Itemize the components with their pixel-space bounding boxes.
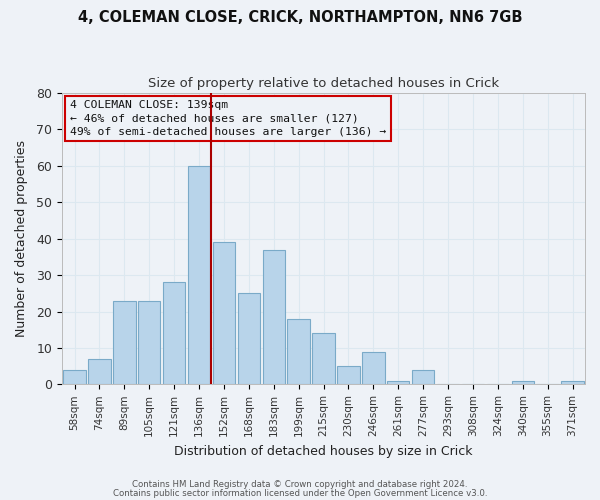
Bar xyxy=(512,380,534,384)
Bar xyxy=(362,352,385,384)
Bar xyxy=(337,366,359,384)
Bar xyxy=(313,334,335,384)
Text: Contains HM Land Registry data © Crown copyright and database right 2024.: Contains HM Land Registry data © Crown c… xyxy=(132,480,468,489)
Bar xyxy=(163,282,185,384)
Bar xyxy=(287,319,310,384)
Bar xyxy=(238,294,260,384)
Bar xyxy=(113,300,136,384)
Y-axis label: Number of detached properties: Number of detached properties xyxy=(15,140,28,337)
Bar xyxy=(188,166,210,384)
Bar xyxy=(213,242,235,384)
Bar xyxy=(64,370,86,384)
X-axis label: Distribution of detached houses by size in Crick: Distribution of detached houses by size … xyxy=(174,444,473,458)
Text: 4, COLEMAN CLOSE, CRICK, NORTHAMPTON, NN6 7GB: 4, COLEMAN CLOSE, CRICK, NORTHAMPTON, NN… xyxy=(78,10,522,25)
Text: Contains public sector information licensed under the Open Government Licence v3: Contains public sector information licen… xyxy=(113,490,487,498)
Bar xyxy=(88,359,110,384)
Bar xyxy=(138,300,160,384)
Bar xyxy=(412,370,434,384)
Text: 4 COLEMAN CLOSE: 139sqm
← 46% of detached houses are smaller (127)
49% of semi-d: 4 COLEMAN CLOSE: 139sqm ← 46% of detache… xyxy=(70,100,386,136)
Bar xyxy=(263,250,285,384)
Bar xyxy=(387,380,409,384)
Bar xyxy=(562,380,584,384)
Title: Size of property relative to detached houses in Crick: Size of property relative to detached ho… xyxy=(148,78,499,90)
